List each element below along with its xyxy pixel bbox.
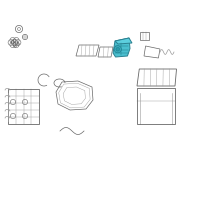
Circle shape: [114, 46, 121, 53]
Bar: [8, 89, 39, 124]
Circle shape: [116, 47, 120, 51]
Bar: [140, 32, 149, 40]
Polygon shape: [113, 38, 130, 57]
Polygon shape: [115, 38, 132, 44]
